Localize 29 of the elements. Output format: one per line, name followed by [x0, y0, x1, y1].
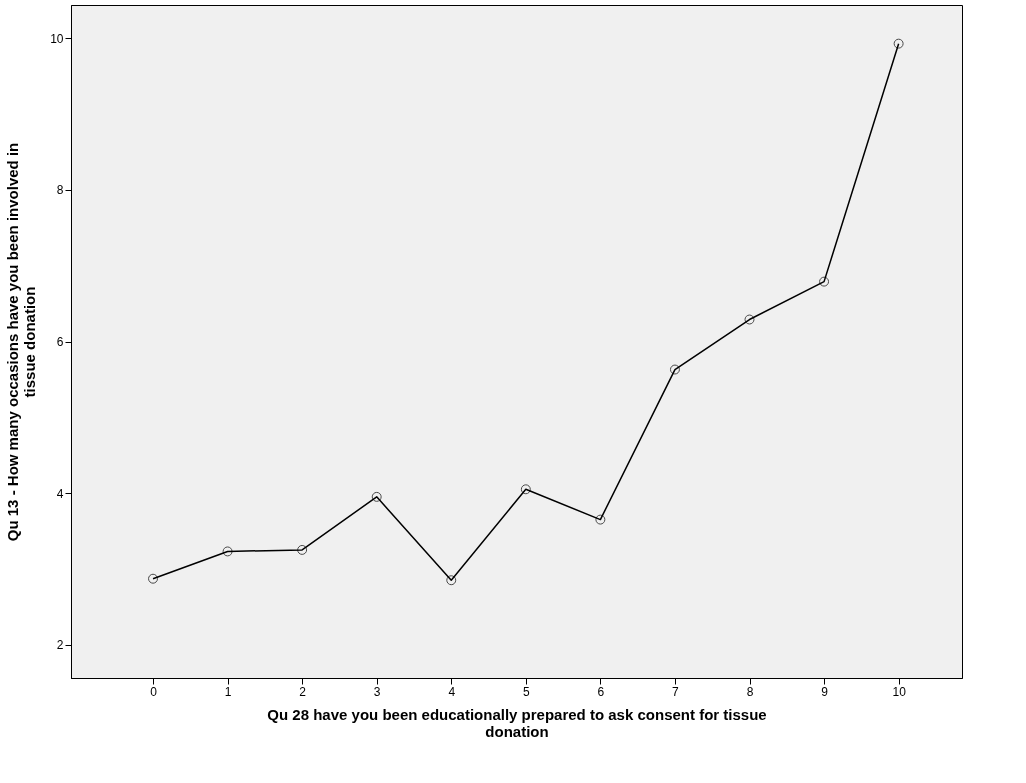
point — [371, 491, 382, 502]
point — [446, 575, 457, 586]
point — [595, 514, 606, 525]
point — [819, 276, 830, 287]
x-tick-label: 0 — [150, 684, 158, 699]
point — [520, 484, 531, 495]
x-tick-label: 1 — [224, 684, 232, 699]
x-tick-label: 7 — [672, 684, 680, 699]
x-tick-label: 8 — [746, 684, 754, 699]
y-tick-label: 6 — [56, 335, 64, 349]
point — [297, 544, 308, 555]
point — [222, 546, 233, 557]
x-tick-label: 10 — [892, 684, 907, 699]
x-tick-label: 9 — [821, 684, 829, 699]
x-tick-label: 5 — [522, 684, 530, 699]
x-axis-title: Qu 28 have you been educationally prepared to ask consent for tissue donation — [267, 705, 767, 740]
x-tick-label: 3 — [373, 684, 381, 699]
point — [148, 573, 158, 584]
y-axis-title: Qu 13 - How many occasions have you been involved in tissue donation — [4, 142, 39, 542]
point — [893, 38, 904, 49]
y-tick-label: 4 — [56, 486, 64, 501]
x-tick-label: 6 — [597, 684, 605, 699]
x-tick-label: 2 — [299, 684, 307, 699]
y-tick-label: 8 — [56, 183, 64, 198]
y-tick-label: 10 — [50, 31, 64, 46]
x-tick-label: 4 — [448, 684, 456, 699]
point — [669, 364, 680, 375]
point — [744, 314, 755, 325]
y-tick-label: 2 — [56, 638, 64, 653]
